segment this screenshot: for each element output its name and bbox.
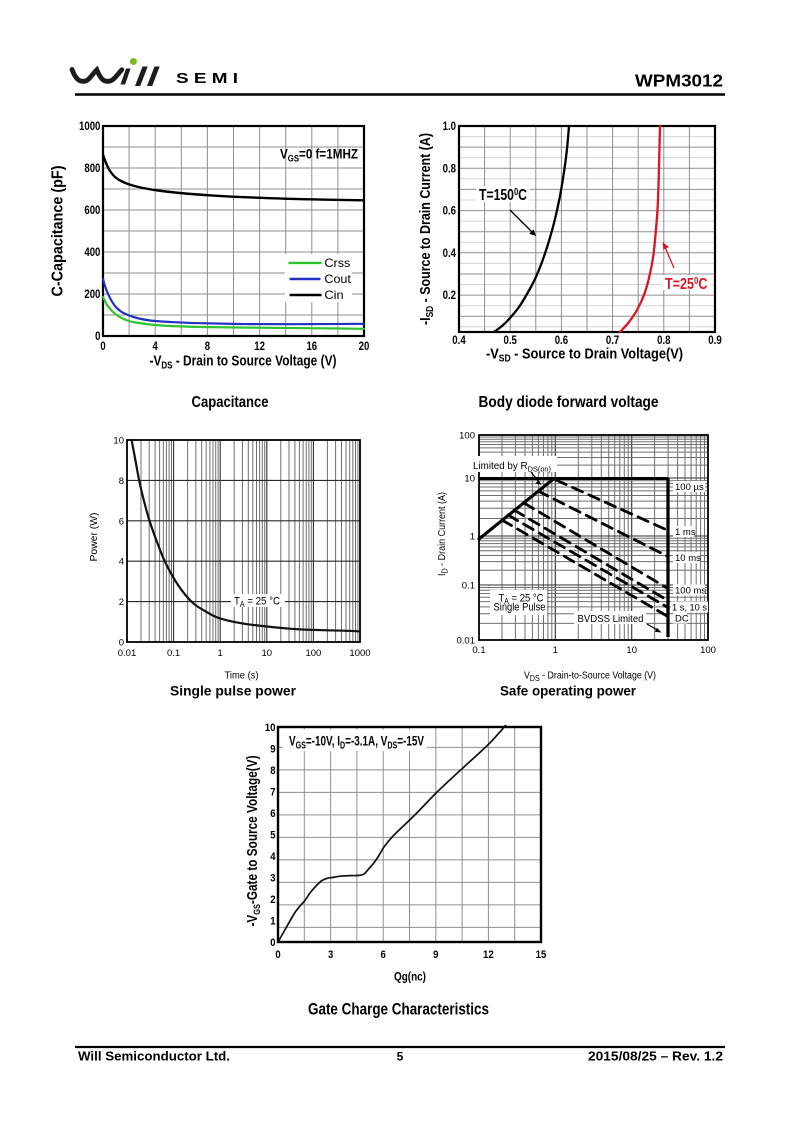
svg-text:4: 4	[153, 341, 159, 353]
svg-text:0.8: 0.8	[443, 163, 457, 175]
svg-text:0.4: 0.4	[452, 335, 466, 347]
svg-text:Cout: Cout	[324, 272, 351, 286]
svg-text:VDS - Drain-to-Source Voltage: VDS - Drain-to-Source Voltage (V)	[524, 671, 656, 684]
svg-text:0.1: 0.1	[167, 648, 180, 659]
svg-text:100: 100	[700, 645, 716, 656]
svg-text:600: 600	[84, 205, 100, 217]
svg-text:9: 9	[433, 949, 438, 961]
svg-text:6: 6	[270, 808, 275, 820]
svg-text:DC: DC	[675, 614, 689, 625]
svg-text:TA = 25 °C: TA = 25 °C	[234, 596, 280, 610]
svg-text:4: 4	[270, 851, 276, 863]
svg-text:0.5: 0.5	[504, 335, 518, 347]
svg-text:10: 10	[262, 648, 273, 659]
svg-text:2015/08/25 – Rev. 1.2: 2015/08/25 – Rev. 1.2	[588, 1050, 723, 1064]
svg-text:0.6: 0.6	[555, 335, 568, 347]
svg-text:WPM3012: WPM3012	[635, 71, 723, 91]
svg-text:0.9: 0.9	[708, 335, 721, 347]
svg-text:2: 2	[270, 894, 275, 906]
svg-text:0: 0	[100, 341, 105, 353]
svg-text:T=1500C: T=1500C	[479, 187, 527, 204]
svg-text:3: 3	[328, 949, 333, 961]
svg-text:0.1: 0.1	[462, 581, 475, 592]
svg-text:0.01: 0.01	[457, 636, 476, 647]
svg-text:1: 1	[470, 532, 475, 543]
svg-text:10 ms: 10 ms	[675, 553, 701, 564]
svg-text:0: 0	[95, 331, 100, 343]
svg-text:12: 12	[254, 341, 265, 353]
svg-text:Capacitance: Capacitance	[192, 394, 269, 411]
svg-text:1.0: 1.0	[443, 121, 456, 133]
svg-text:100 ms: 100 ms	[675, 586, 706, 597]
svg-text:-VDS - Drain to Source Voltage: -VDS - Drain to Source Voltage (V)	[150, 353, 337, 372]
svg-text:8: 8	[205, 341, 211, 353]
svg-text:3: 3	[270, 873, 275, 885]
svg-text:Body diode forward voltage: Body diode forward voltage	[479, 394, 659, 411]
svg-text:Limited by RDS(on): Limited by RDS(on)	[473, 461, 551, 474]
svg-text:10: 10	[626, 645, 637, 656]
svg-text:ID - Drain Current (A): ID - Drain Current (A)	[437, 492, 450, 576]
svg-text:0.8: 0.8	[657, 335, 671, 347]
svg-text:10: 10	[113, 436, 124, 447]
svg-text:400: 400	[84, 247, 100, 259]
svg-text:VGS=0 f=1MHZ: VGS=0 f=1MHZ	[280, 147, 358, 164]
svg-text:Time (s): Time (s)	[225, 671, 259, 682]
svg-text:5: 5	[270, 830, 275, 842]
svg-text:1: 1	[553, 645, 558, 656]
svg-text:4: 4	[119, 557, 124, 568]
svg-text:S E M I: S E M I	[176, 71, 238, 87]
svg-text:Single Pulse: Single Pulse	[494, 602, 546, 614]
svg-text:800: 800	[84, 163, 100, 175]
svg-text:TA = 25 °C: TA = 25 °C	[499, 593, 544, 607]
svg-text:6: 6	[119, 516, 124, 527]
svg-text:Qg(nc): Qg(nc)	[394, 970, 426, 984]
svg-text:-VSD - Source to Drain Voltage: -VSD - Source to Drain Voltage(V)	[486, 346, 683, 365]
svg-text:0.7: 0.7	[606, 335, 619, 347]
svg-text:100: 100	[459, 431, 475, 442]
svg-text:0: 0	[275, 949, 280, 961]
svg-text:8: 8	[270, 765, 275, 777]
svg-text:1000: 1000	[349, 648, 370, 659]
svg-text:1 ms: 1 ms	[675, 527, 696, 538]
svg-text:1 s, 10 s: 1 s, 10 s	[672, 603, 707, 614]
svg-text:0.4: 0.4	[443, 248, 457, 260]
svg-text:1000: 1000	[79, 121, 100, 133]
svg-text:Power (W): Power (W)	[89, 513, 100, 562]
svg-text:6: 6	[381, 949, 386, 961]
svg-text:10: 10	[265, 722, 276, 734]
svg-text:-ISD - Source to Drain Current: -ISD - Source to Drain Current (A)	[417, 133, 436, 325]
svg-text:-VGS-Gate to Source Voltage(V): -VGS-Gate to Source Voltage(V)	[245, 755, 262, 926]
svg-text:2: 2	[119, 597, 124, 608]
svg-text:BVDSS Limited: BVDSS Limited	[578, 614, 644, 625]
svg-text:1: 1	[270, 916, 275, 928]
svg-text:100 µs: 100 µs	[675, 482, 704, 493]
svg-text:8: 8	[119, 476, 124, 487]
svg-text:0: 0	[119, 638, 124, 649]
svg-text:0: 0	[270, 937, 275, 949]
svg-text:Crss: Crss	[324, 256, 350, 270]
svg-text:15: 15	[536, 949, 547, 961]
svg-text:Single pulse power: Single pulse power	[170, 684, 297, 699]
svg-text:Will Semiconductor Ltd.: Will Semiconductor Ltd.	[78, 1050, 230, 1064]
svg-text:20: 20	[359, 341, 370, 353]
svg-text:0.1: 0.1	[472, 645, 485, 656]
svg-text:9: 9	[270, 744, 275, 756]
svg-text:Safe operating power: Safe operating power	[500, 684, 637, 699]
svg-text:7: 7	[270, 787, 275, 799]
svg-text:Gate Charge Characteristics: Gate Charge Characteristics	[308, 1001, 489, 1019]
svg-text:100: 100	[305, 648, 321, 659]
svg-text:0.2: 0.2	[443, 290, 456, 302]
svg-text:12: 12	[483, 949, 494, 961]
svg-text:5: 5	[397, 1050, 404, 1064]
svg-text:16: 16	[306, 341, 317, 353]
svg-text:1: 1	[218, 648, 223, 659]
svg-text:T=250C: T=250C	[665, 276, 708, 293]
svg-text:C-Capacitance (pF): C-Capacitance (pF)	[50, 166, 67, 297]
svg-text:0.6: 0.6	[443, 206, 456, 218]
svg-text:Cin: Cin	[324, 288, 343, 302]
svg-text:10: 10	[464, 474, 475, 485]
svg-text:0.01: 0.01	[118, 648, 137, 659]
svg-text:200: 200	[84, 289, 100, 301]
